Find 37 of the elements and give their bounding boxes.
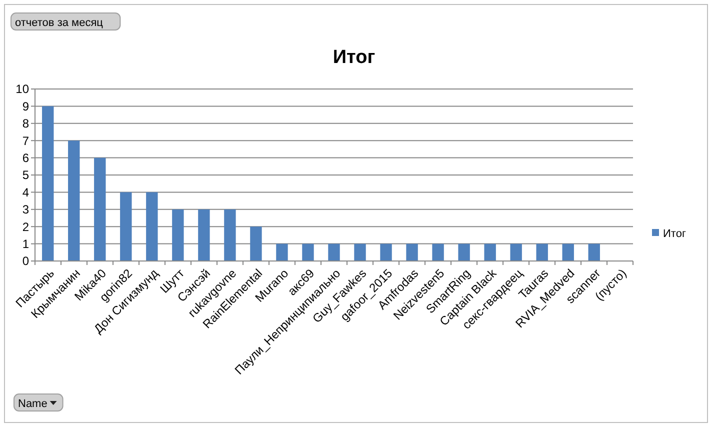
bar [94, 158, 106, 261]
bar [276, 244, 288, 261]
text: Name [18, 398, 48, 410]
chart-title: Итог [332, 47, 376, 68]
bar [120, 192, 132, 261]
y-tick-label: 5 [22, 168, 30, 182]
bar [380, 244, 392, 261]
bar [250, 226, 262, 261]
legend-label: Итог [663, 228, 686, 240]
y-tick-label: 0 [22, 254, 30, 268]
bar [68, 140, 80, 261]
bar [562, 244, 574, 261]
bar [42, 106, 54, 261]
y-tick-label: 8 [22, 116, 30, 131]
y-tick-label: 10 [16, 82, 30, 96]
y-tick-label: 2 [22, 220, 30, 234]
bar [172, 209, 184, 261]
bar [432, 244, 444, 261]
y-tick-label: 9 [22, 99, 30, 114]
bar [510, 244, 522, 261]
bar [302, 244, 314, 261]
bar [484, 244, 496, 261]
y-tick-label: 7 [22, 134, 30, 148]
bar [536, 244, 548, 261]
bar [328, 244, 340, 261]
y-tick-label: 3 [22, 202, 30, 217]
bar [458, 244, 470, 261]
y-tick-label: 1 [22, 237, 30, 251]
bar [406, 244, 418, 261]
bar [146, 192, 158, 261]
bar [354, 244, 366, 261]
bar [588, 244, 600, 261]
y-tick-label: 4 [22, 185, 30, 200]
bar [224, 209, 236, 261]
bar [198, 209, 210, 261]
text: отчетов за месяц [15, 16, 104, 29]
y-tick-label: 6 [22, 151, 30, 165]
